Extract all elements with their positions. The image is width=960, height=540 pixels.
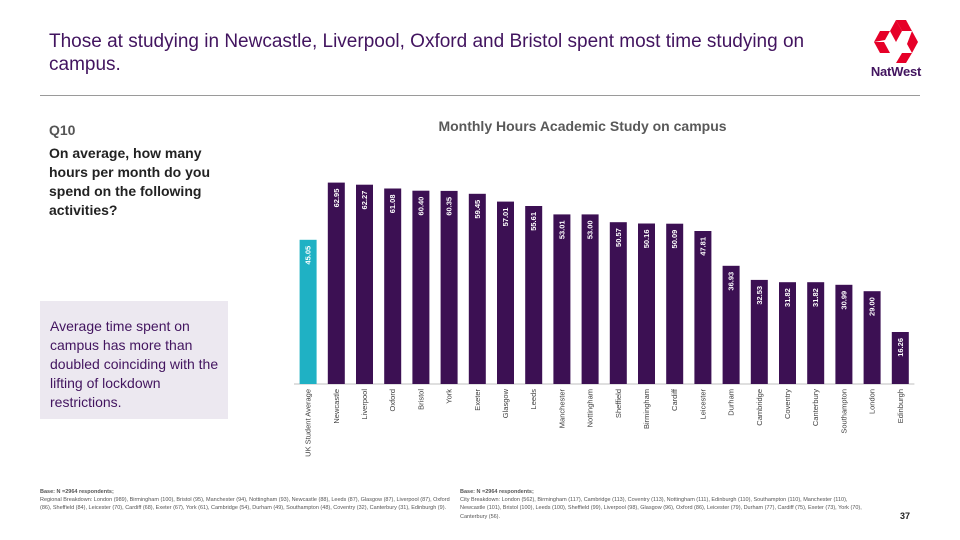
natwest-logo: NatWest	[866, 18, 926, 84]
category-label: York	[445, 389, 454, 404]
bar-cambridge	[750, 279, 768, 384]
bar-durham	[722, 265, 740, 384]
data-label: 60.40	[416, 197, 425, 216]
category-label: Leeds	[529, 389, 538, 410]
base-right-title: Base: N =2964 respondents;	[460, 489, 534, 495]
bar-sheffield	[609, 222, 627, 384]
category-label: Newcastle	[332, 389, 341, 424]
data-label: 50.57	[614, 228, 623, 247]
category-label: Oxford	[388, 389, 397, 412]
data-label: 53.00	[586, 220, 595, 239]
data-label: 31.82	[811, 288, 820, 307]
base-left-text: Regional Breakdown: London (989), Birmin…	[40, 497, 450, 512]
bar-uk-student-average	[299, 239, 317, 384]
data-label: 32.53	[755, 286, 764, 305]
data-label: 62.27	[360, 191, 369, 210]
data-label: 60.35	[445, 197, 454, 216]
bar-oxford	[384, 188, 402, 384]
bar-manchester	[553, 214, 571, 384]
bar-york	[440, 190, 458, 384]
category-label: Cardiff	[670, 388, 679, 411]
category-label: Sheffield	[614, 389, 623, 418]
brand-name: NatWest	[870, 64, 922, 79]
bar-cardiff	[666, 223, 684, 384]
category-label: Birmingham	[642, 389, 651, 429]
data-label: 47.81	[698, 237, 707, 256]
bar-bristol	[412, 190, 430, 384]
bar-leeds	[525, 206, 543, 384]
data-label: 59.45	[473, 200, 482, 219]
data-label: 30.99	[839, 291, 848, 310]
question-text: On average, how many hours per month do …	[49, 145, 210, 218]
natwest-logo-icon	[874, 20, 918, 63]
category-label: Liverpool	[360, 389, 369, 420]
data-label: 45.05	[304, 246, 313, 265]
bar-birmingham	[638, 223, 655, 384]
bar-southampton	[835, 284, 853, 384]
base-right-text: City Breakdown: London (562), Birmingham…	[460, 497, 862, 520]
category-label: Glasgow	[501, 388, 510, 418]
bar-exeter	[468, 193, 486, 384]
callout-box: Average time spent on campus has more th…	[40, 301, 228, 419]
category-label: Coventry	[783, 389, 792, 419]
data-label: 62.95	[332, 189, 341, 208]
category-label: UK Student Average	[304, 389, 313, 457]
category-label: Edinburgh	[896, 389, 905, 423]
data-label: 29.00	[868, 297, 877, 316]
question-number: Q10	[49, 122, 76, 138]
page-number: 37	[900, 511, 911, 521]
header-divider	[40, 95, 920, 96]
category-label: London	[868, 389, 877, 414]
category-label: Southampton	[839, 389, 848, 434]
bar-leicester	[694, 231, 712, 384]
base-left-title: Base: N =2964 respondents;	[40, 489, 114, 495]
bar-coventry	[779, 282, 796, 384]
bar-canterbury	[807, 282, 825, 384]
bar-edinburgh	[891, 332, 909, 384]
category-label: Nottingham	[586, 389, 595, 427]
category-label: Exeter	[473, 389, 482, 411]
slide-title: Those at studying in Newcastle, Liverpoo…	[49, 31, 805, 75]
data-label: 31.82	[783, 288, 792, 307]
bar-london	[863, 291, 881, 384]
bar-glasgow	[497, 201, 514, 384]
category-label: Leicester	[698, 389, 707, 420]
data-label: 36.93	[727, 272, 736, 291]
base-note-left: Base: N =2964 respondents; Regional Brea…	[40, 488, 450, 513]
data-label: 55.61	[529, 212, 538, 231]
data-label: 16.26	[896, 338, 905, 357]
bar-newcastle	[327, 182, 345, 384]
category-label: Durham	[727, 389, 736, 416]
bar-liverpool	[356, 184, 373, 384]
data-label: 61.08	[388, 195, 397, 214]
data-label: 50.16	[642, 230, 651, 249]
base-note-right: Base: N =2964 respondents; City Breakdow…	[460, 488, 870, 521]
callout-text: Average time spent on campus has more th…	[50, 318, 219, 410]
category-label: Canterbury	[811, 389, 820, 426]
category-label: Cambridge	[755, 389, 764, 426]
bar-nottingham	[581, 214, 599, 384]
data-label: 57.01	[501, 208, 510, 227]
category-label: Bristol	[416, 389, 425, 410]
data-label: 53.01	[557, 220, 566, 239]
chart-title: Monthly Hours Academic Study on campus	[438, 118, 727, 134]
data-label: 50.09	[670, 230, 679, 249]
category-label: Manchester	[557, 389, 566, 429]
